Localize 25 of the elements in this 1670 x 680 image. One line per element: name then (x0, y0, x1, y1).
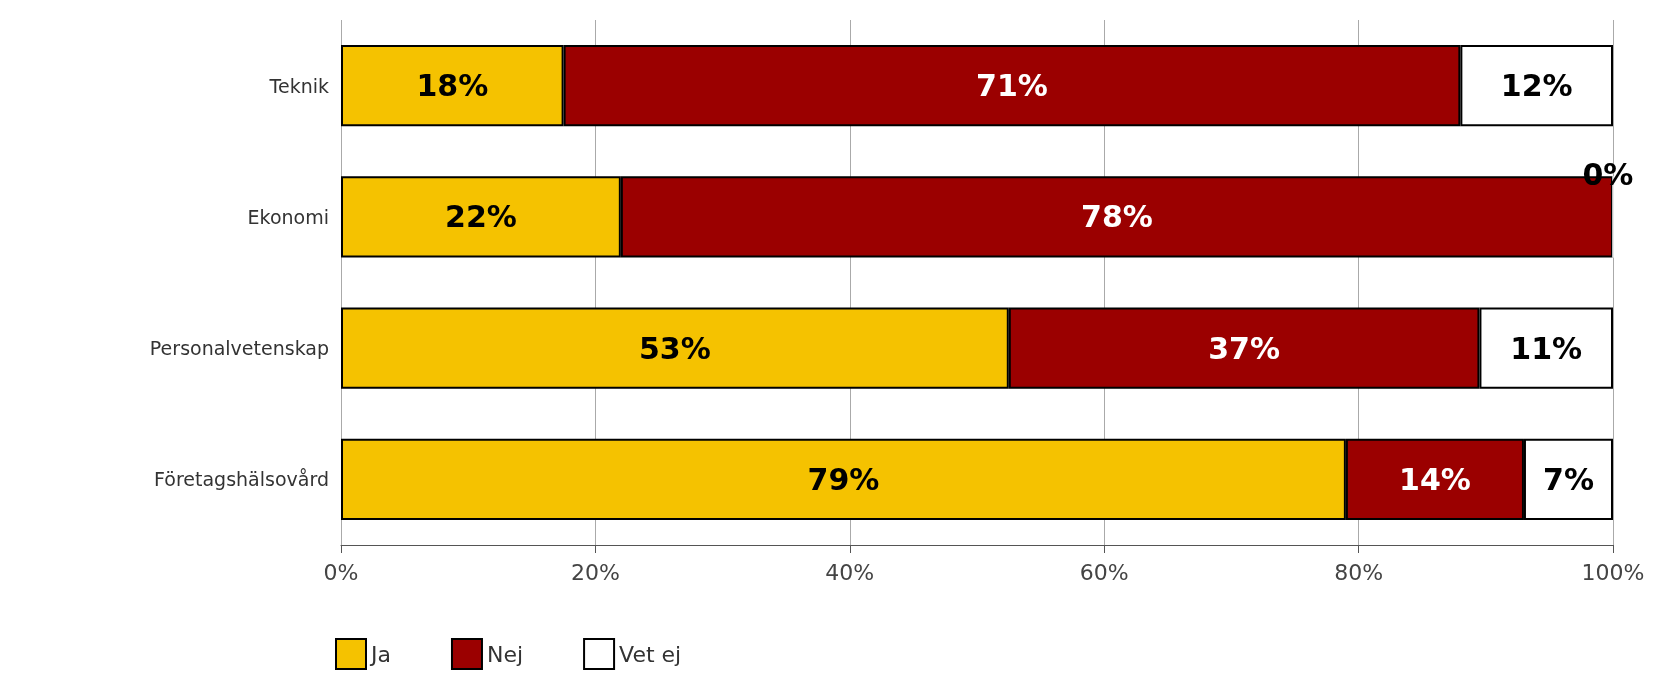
y-tick-label: Personalvetenskap (149, 337, 329, 360)
legend-label: Nej (486, 641, 524, 667)
y-tick-label: Teknik (268, 74, 329, 97)
x-tick-label: 40% (825, 559, 875, 585)
data-label: 14% (1399, 461, 1471, 497)
data-label: 0% (1582, 157, 1634, 193)
y-tick-label: Ekonomi (247, 205, 329, 228)
data-label: 11% (1510, 330, 1583, 366)
data-label: 78% (1081, 199, 1153, 235)
legend-label: Ja (369, 641, 391, 667)
x-tick-label: 20% (570, 559, 620, 585)
data-label: 22% (445, 199, 517, 235)
data-label: 53% (638, 330, 711, 366)
x-tick-label: 0% (323, 559, 359, 585)
data-label: 71% (976, 68, 1048, 104)
y-tick-label: Företagshälsovård (154, 468, 329, 491)
legend-label: Vet ej (619, 641, 682, 667)
data-label: 7% (1543, 461, 1594, 497)
x-tick-label: 60% (1079, 559, 1129, 585)
data-label: 37% (1208, 330, 1281, 366)
data-label: 18% (416, 68, 489, 104)
data-label: 79% (807, 461, 880, 497)
x-tick-label: 100% (1581, 559, 1645, 585)
data-label: 12% (1500, 68, 1573, 104)
x-tick-label: 80% (1334, 559, 1384, 585)
